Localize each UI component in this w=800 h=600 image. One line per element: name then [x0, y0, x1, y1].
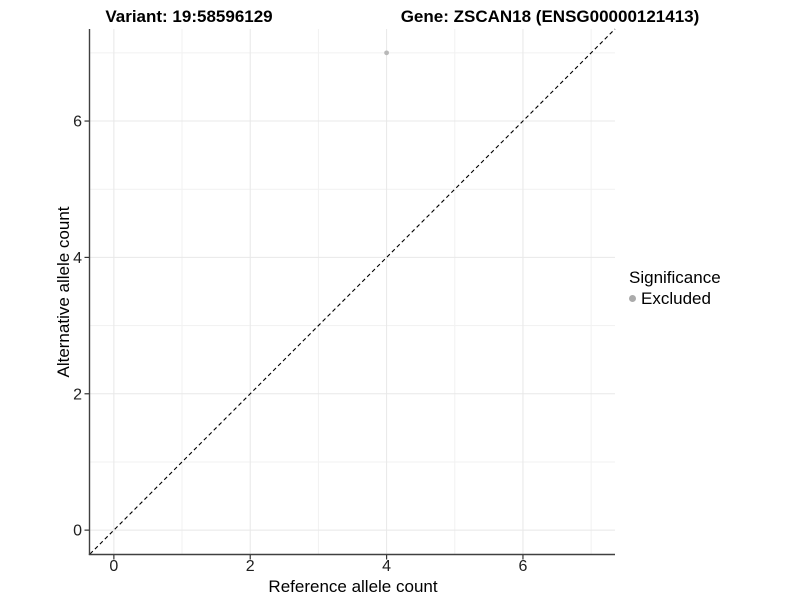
identity-dashed-line [89, 28, 616, 555]
legend: Significance Excluded [629, 268, 721, 308]
y-tick-label: 0 [73, 523, 82, 540]
legend-item-excluded: Excluded [629, 289, 721, 308]
plot-title-gene: Gene: ZSCAN18 (ENSG00000121413) [400, 7, 700, 26]
plot-title-variant: Variant: 19:58596129 [105, 7, 273, 26]
x-tick-label: 4 [382, 558, 391, 575]
y-axis-title: Alternative allele count [54, 206, 73, 378]
x-tick-label: 0 [109, 558, 118, 575]
legend-title: Significance [629, 268, 721, 287]
x-axis-title: Reference allele count [268, 577, 438, 596]
legend-item-label: Excluded [641, 289, 711, 308]
y-tick-label: 2 [73, 386, 82, 403]
x-tick-label: 2 [246, 558, 255, 575]
x-tick-label: 6 [519, 558, 528, 575]
y-tick-label: 6 [73, 114, 82, 131]
y-tick-label: 4 [73, 250, 82, 267]
data-point [384, 50, 389, 56]
legend-point-icon [629, 295, 636, 302]
